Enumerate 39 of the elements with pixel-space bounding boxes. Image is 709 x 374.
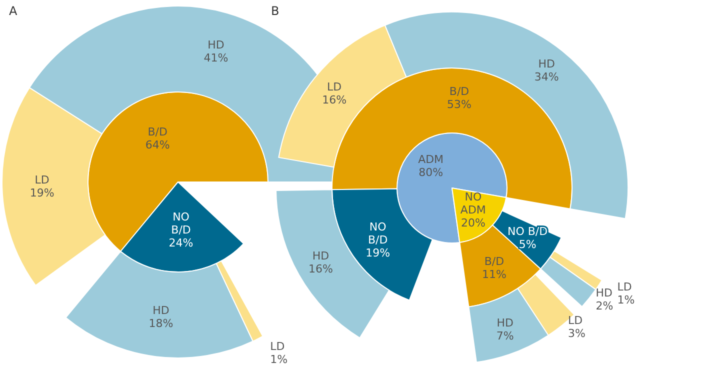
data-label: 24% <box>168 236 194 250</box>
category-label: B/D <box>484 255 504 268</box>
data-label: 16% <box>322 93 347 106</box>
data-label: 19% <box>366 246 390 260</box>
category-label: LD <box>327 80 342 94</box>
category-label: NO B/D <box>368 220 388 246</box>
category-label: ADM <box>418 153 444 166</box>
data-label: 53% <box>447 98 472 111</box>
data-label: 41% <box>204 51 228 64</box>
data-label: 1% <box>270 353 288 366</box>
data-label: 5% <box>518 238 536 251</box>
category-label: HD <box>538 57 555 70</box>
data-label: 2% <box>596 300 614 313</box>
data-label: 64% <box>145 138 170 152</box>
category-label: HD <box>208 38 224 52</box>
data-label: 20% <box>460 216 486 230</box>
data-label: 19% <box>30 186 54 200</box>
data-label: 18% <box>148 316 174 330</box>
category-label: NO B/D <box>171 210 191 236</box>
data-label: 1% <box>617 294 635 307</box>
category-label: LD <box>34 173 50 186</box>
category-label: LD <box>270 340 285 354</box>
category-label: HD <box>596 286 612 300</box>
data-label: 7% <box>496 329 514 342</box>
category-label: LD <box>568 314 583 328</box>
category-label: HD <box>312 250 330 263</box>
category-label: HD <box>496 316 514 330</box>
category-label: LD <box>617 280 632 294</box>
data-label: 16% <box>308 262 333 276</box>
data-label: 11% <box>482 268 506 282</box>
category-label: NO ADM <box>460 190 486 216</box>
text: A <box>9 4 18 18</box>
category-label: HD <box>152 304 170 317</box>
data-label: 3% <box>568 327 586 340</box>
text: B <box>271 4 280 18</box>
category-label: B/D <box>449 84 470 98</box>
category-label: B/D <box>148 126 168 139</box>
data-label: 34% <box>534 70 559 84</box>
data-label: 80% <box>418 166 444 180</box>
